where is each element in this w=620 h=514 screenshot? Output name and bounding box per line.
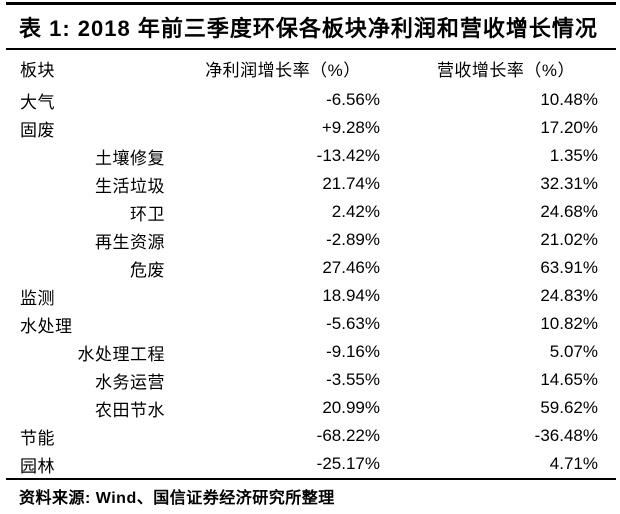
table-row: 危废 27.46% 63.91%: [0, 254, 620, 282]
table-row: 大气 -6.56% 10.48%: [0, 86, 620, 114]
net-profit-value: -2.89%: [326, 230, 380, 249]
sector-sublabel: 农田节水: [95, 400, 165, 420]
table-body: 大气 -6.56% 10.48% 固废 +9.28% 17.20% 土壤修复 -…: [0, 86, 620, 478]
sector-label: 水处理: [20, 316, 73, 336]
table-row: 节能 -68.22% -36.48%: [0, 422, 620, 450]
table-row: 水处理工程 -9.16% 5.07%: [0, 338, 620, 366]
revenue-value: 4.71%: [549, 454, 598, 473]
revenue-value: 63.91%: [540, 258, 598, 277]
page-title: 表 1: 2018 年前三季度环保各板块净利润和营收增长情况: [19, 15, 598, 41]
net-profit-value: -3.55%: [326, 370, 380, 389]
table-row: 监测 18.94% 24.83%: [0, 282, 620, 310]
sector-sublabel: 生活垃圾: [95, 176, 165, 196]
table-row: 农田节水 20.99% 59.62%: [0, 394, 620, 422]
table-row: 水务运营 -3.55% 14.65%: [0, 366, 620, 394]
sector-sublabel: 再生资源: [95, 232, 165, 252]
sector-sublabel: 水务运营: [95, 372, 165, 392]
net-profit-value: 18.94%: [322, 286, 380, 305]
net-profit-value: 2.42%: [331, 202, 380, 221]
sector-sublabel: 危废: [130, 260, 165, 280]
net-profit-value: -6.56%: [326, 90, 380, 109]
table-row: 生活垃圾 21.74% 32.31%: [0, 170, 620, 198]
revenue-value: 32.31%: [540, 174, 598, 193]
column-header-net-profit: 净利润增长率（%）: [205, 60, 361, 80]
revenue-value: 21.02%: [540, 230, 598, 249]
sector-label: 固废: [20, 120, 55, 140]
sector-sublabel: 水处理工程: [77, 344, 165, 364]
top-divider: [6, 2, 616, 5]
net-profit-value: 21.74%: [322, 174, 380, 193]
revenue-value: 5.07%: [549, 342, 598, 361]
net-profit-value: -13.42%: [316, 146, 380, 165]
source-note: 资料来源: Wind、国信证券经济研究所整理: [19, 490, 335, 507]
revenue-value: 59.62%: [540, 398, 598, 417]
table-row: 园林 -25.17% 4.71%: [0, 450, 620, 478]
sector-label: 监测: [20, 288, 55, 308]
table-header-row: 板块 净利润增长率（%） 营收增长率（%）: [0, 50, 620, 86]
column-header-revenue: 营收增长率（%）: [436, 60, 576, 80]
table-row: 水处理 -5.63% 10.82%: [0, 310, 620, 338]
net-profit-value: 27.46%: [322, 258, 380, 277]
net-profit-value: 20.99%: [322, 398, 380, 417]
revenue-value: 14.65%: [540, 370, 598, 389]
revenue-value: -36.48%: [534, 426, 598, 445]
revenue-value: 24.83%: [540, 286, 598, 305]
table-row: 固废 +9.28% 17.20%: [0, 114, 620, 142]
title-divider: [6, 48, 616, 50]
sector-sublabel: 土壤修复: [95, 148, 165, 168]
sector-label: 大气: [20, 92, 55, 112]
revenue-value: 1.35%: [549, 146, 598, 165]
sector-label: 园林: [20, 456, 55, 476]
revenue-value: 10.48%: [540, 90, 598, 109]
revenue-value: 24.68%: [540, 202, 598, 221]
sector-sublabel: 环卫: [130, 204, 165, 224]
revenue-value: 17.20%: [540, 118, 598, 137]
revenue-value: 10.82%: [540, 314, 598, 333]
net-profit-value: -5.63%: [326, 314, 380, 333]
table-row: 环卫 2.42% 24.68%: [0, 198, 620, 226]
net-profit-value: -25.17%: [316, 454, 380, 473]
table-row: 再生资源 -2.89% 21.02%: [0, 226, 620, 254]
table-row: 土壤修复 -13.42% 1.35%: [0, 142, 620, 170]
column-header-sector: 板块: [20, 60, 55, 80]
net-profit-value: +9.28%: [321, 118, 380, 137]
bottom-divider: [6, 478, 616, 480]
sector-label: 节能: [20, 428, 55, 448]
net-profit-value: -9.16%: [326, 342, 380, 361]
net-profit-value: -68.22%: [316, 426, 380, 445]
